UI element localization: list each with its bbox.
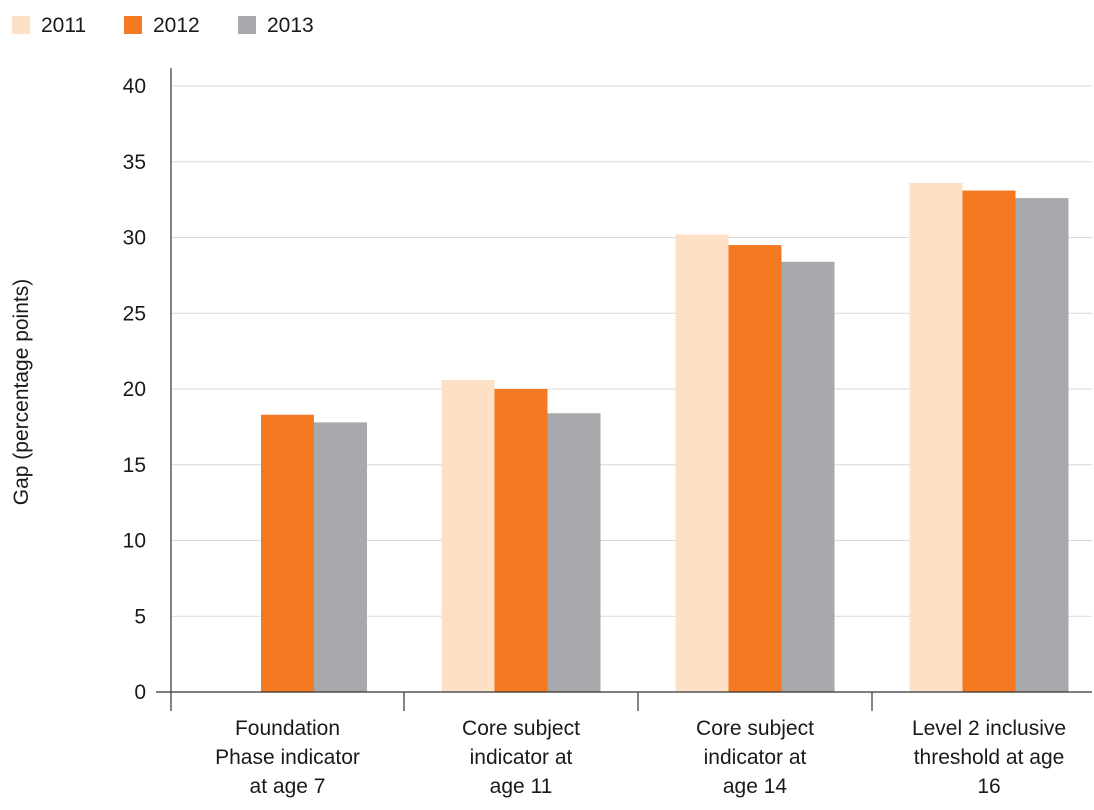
- y-axis-ticks: 0 5 10 15 20 25 30 35 40: [123, 75, 146, 704]
- x-category-label: at age 7: [250, 775, 326, 798]
- x-category-label: Level 2 inclusive: [912, 717, 1066, 740]
- y-tick-label: 40: [123, 75, 146, 98]
- x-category-label: Foundation: [235, 717, 340, 740]
- bar-2011-4: [909, 182, 963, 692]
- bar-2011-3: [675, 234, 729, 692]
- legend: 2011 2012 2013: [12, 14, 314, 37]
- bar-2012-1: [261, 414, 314, 692]
- bar-2011-2: [441, 379, 495, 692]
- y-tick-label: 0: [134, 681, 146, 704]
- y-tick-label: 10: [123, 530, 146, 553]
- y-axis-title: Gap (percentage points): [10, 279, 33, 505]
- legend-label-2011: 2011: [41, 14, 86, 37]
- x-category-label: age 11: [490, 775, 553, 798]
- x-category-label: indicator at: [704, 746, 807, 769]
- legend-swatch-2013: [238, 16, 256, 34]
- y-tick-label: 35: [123, 151, 146, 174]
- x-category-label: Phase indicator: [215, 746, 360, 769]
- x-category-label: indicator at: [470, 746, 573, 769]
- legend-label-2013: 2013: [267, 14, 314, 37]
- legend-swatch-2012: [124, 16, 142, 34]
- x-axis-category-labels: Foundation Phase indicator at age 7 Core su…: [215, 717, 1066, 798]
- y-tick-label: 30: [123, 227, 146, 250]
- x-category-label: Core subject: [696, 717, 814, 740]
- y-tick-label: 15: [123, 454, 146, 477]
- x-category-label: 16: [977, 775, 1000, 798]
- bar-2012-2: [494, 389, 548, 692]
- legend-label-2012: 2012: [153, 14, 200, 37]
- bars: [261, 182, 1069, 693]
- bar-2013-2: [547, 413, 601, 692]
- bar-2012-4: [962, 190, 1016, 692]
- legend-swatch-2011: [12, 16, 30, 34]
- y-tick-label: 5: [134, 605, 146, 628]
- bar-2013-4: [1015, 198, 1069, 693]
- y-tick-label: 25: [123, 302, 146, 325]
- bar-2013-3: [781, 261, 835, 692]
- bar-2013-1: [314, 422, 367, 692]
- x-category-label: threshold at age: [914, 746, 1065, 769]
- x-category-label: Core subject: [462, 717, 580, 740]
- axes: [156, 68, 1092, 711]
- y-tick-label: 20: [123, 378, 146, 401]
- bar-2012-3: [728, 245, 782, 692]
- x-category-label: age 14: [723, 775, 788, 798]
